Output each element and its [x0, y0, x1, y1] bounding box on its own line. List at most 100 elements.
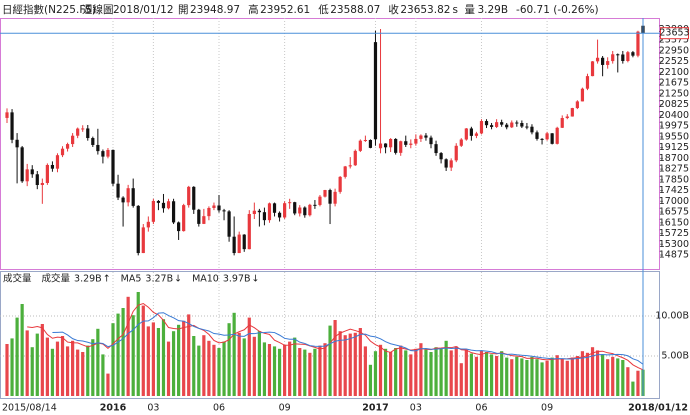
- candle-body: [171, 201, 176, 223]
- candle-body: [283, 203, 287, 218]
- volume-bar: [414, 348, 418, 396]
- volume-bar: [227, 323, 231, 396]
- y-tick-label: 17425: [659, 185, 689, 196]
- candle-body: [288, 202, 292, 204]
- volume-bar: [60, 336, 65, 396]
- y-tick-label: 21250: [659, 88, 689, 99]
- legend-name: MA5: [121, 274, 142, 285]
- volume-bar: [15, 317, 19, 396]
- candle-body: [469, 128, 473, 136]
- volume-bar: [394, 348, 398, 396]
- volume-bar: [277, 348, 282, 396]
- candle-body: [389, 138, 393, 148]
- x-tick-label: 03: [147, 403, 159, 414]
- candle-body: [267, 203, 272, 221]
- candle-body: [611, 54, 615, 62]
- candle-body: [409, 143, 413, 145]
- candle-body: [131, 188, 135, 206]
- candle-body: [227, 211, 231, 237]
- y-tick-label: 15300: [659, 239, 689, 250]
- quote-value: 23653.82: [400, 4, 450, 16]
- candle-body: [111, 149, 115, 184]
- volume-bar: [96, 328, 100, 396]
- volume-bar: [479, 350, 484, 396]
- volume-bar: [222, 341, 226, 396]
- candle-body: [636, 31, 640, 56]
- chart-title: 日經指數(N225.FS): [2, 3, 96, 16]
- volume-bar: [373, 351, 378, 396]
- volume-bar: [611, 356, 615, 396]
- volume-bar: [10, 338, 14, 396]
- legend-name: MA10: [192, 274, 219, 285]
- y-tick-label: 16575: [659, 207, 689, 218]
- volume-bar: [298, 348, 302, 396]
- volume-bar: [50, 348, 55, 396]
- candle-body: [15, 139, 19, 148]
- candle-body: [338, 176, 342, 192]
- candle-body: [116, 183, 120, 198]
- volume-bar: [570, 357, 574, 396]
- y-tick-label: 20400: [659, 110, 689, 121]
- quote-label: 開: [178, 4, 189, 16]
- candle-body: [500, 122, 504, 125]
- volume-bar: [585, 352, 590, 396]
- candle-body: [373, 42, 378, 140]
- volume-bar: [434, 347, 438, 396]
- candle-body: [303, 207, 307, 216]
- volume-bar: [439, 348, 443, 396]
- volume-bar: [318, 345, 322, 396]
- candle-body: [479, 121, 484, 134]
- x-tick-label: 2016: [100, 403, 127, 414]
- volume-bar: [283, 344, 287, 396]
- volume-bar: [272, 346, 277, 396]
- volume-bar: [40, 324, 44, 396]
- volume-bar: [333, 320, 337, 396]
- volume-bar: [500, 351, 504, 396]
- legend-trend: ↓: [252, 274, 260, 285]
- candle-body: [151, 200, 155, 222]
- quote-value: 23952.61: [260, 4, 310, 16]
- candle-body: [40, 182, 44, 186]
- volume-bar: [323, 343, 327, 396]
- volume-bar: [631, 381, 635, 396]
- volume-bar: [484, 352, 489, 396]
- candle-body: [595, 57, 600, 62]
- volume-bar: [217, 348, 221, 396]
- candle-body: [182, 205, 186, 232]
- volume-bar: [550, 357, 554, 396]
- legend-name: 成交量: [42, 273, 71, 285]
- candle-body: [454, 145, 458, 161]
- y-tick-label: 22525: [659, 56, 689, 67]
- candle-body: [45, 164, 49, 183]
- legend-trend: ↑: [103, 274, 111, 285]
- candle-body: [60, 148, 65, 156]
- candle-body: [25, 169, 29, 182]
- volume-bar: [293, 337, 297, 396]
- candle-body: [368, 139, 373, 148]
- candle-body: [50, 164, 55, 169]
- candle-body: [65, 144, 70, 149]
- price-marker-label: 23653: [659, 28, 689, 39]
- x-tick-label: 03: [410, 403, 422, 414]
- volume-bar: [252, 336, 256, 396]
- volume-bar: [232, 312, 236, 396]
- volume-bar: [409, 354, 413, 396]
- candle-body: [515, 122, 519, 124]
- volume-bar: [328, 325, 332, 396]
- candle-body: [449, 160, 453, 168]
- candle-body: [187, 186, 191, 206]
- volume-bar: [136, 292, 140, 396]
- volume-bar: [35, 333, 39, 396]
- candle-body: [232, 236, 236, 254]
- volume-bar: [187, 314, 191, 396]
- candle-body: [510, 122, 514, 128]
- volume-bar: [636, 370, 640, 396]
- candle-body: [484, 121, 489, 126]
- x-tick-label: 2015/08/14: [2, 403, 57, 414]
- volume-tick-label: 5.00B: [661, 351, 689, 362]
- y-tick-label: 18275: [659, 164, 689, 175]
- candle-body: [35, 174, 39, 186]
- volume-bar: [146, 326, 150, 396]
- candle-body: [20, 147, 24, 182]
- volume-bar: [161, 319, 166, 396]
